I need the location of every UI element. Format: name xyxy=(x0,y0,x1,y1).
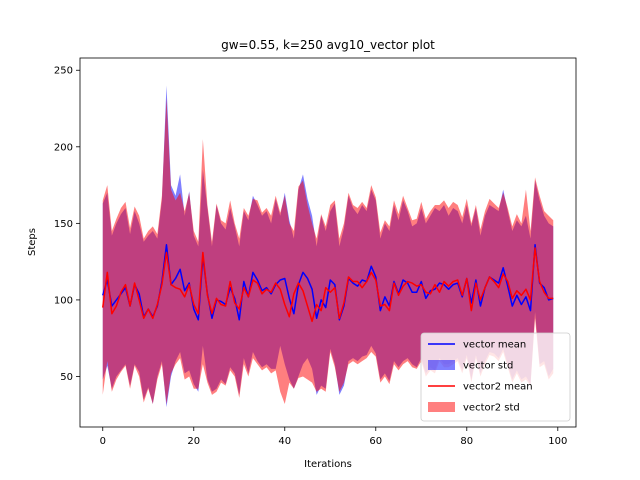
legend-swatch-vector-std xyxy=(428,360,455,370)
y-tick-label: 50 xyxy=(60,372,73,383)
x-axis: 0 20 40 60 80 100 xyxy=(100,427,567,447)
y-tick-label: 250 xyxy=(54,66,73,77)
legend-label-vector2-mean: vector2 mean xyxy=(463,382,533,393)
x-tick-label: 80 xyxy=(460,436,473,447)
legend-label-vector-std: vector std xyxy=(463,361,513,372)
x-tick-label: 60 xyxy=(369,436,382,447)
y-axis: 50 100 150 200 250 xyxy=(54,66,80,383)
legend: vector mean vector std vector2 mean vector2… xyxy=(420,332,571,422)
legend-label-vector-mean: vector mean xyxy=(463,340,526,351)
line-vector2-mean xyxy=(102,247,554,323)
band-vector2-std xyxy=(102,97,554,405)
x-tick-label: 100 xyxy=(548,436,567,447)
legend-box xyxy=(420,332,571,422)
x-tick-label: 0 xyxy=(100,436,106,447)
chart-title: gw=0.55, k=250 avg10_vector plot xyxy=(221,38,435,52)
legend-swatch-vector2-std xyxy=(428,402,455,412)
y-axis-label: Steps xyxy=(27,228,38,256)
x-tick-label: 40 xyxy=(278,436,291,447)
plot-frame xyxy=(79,57,577,428)
x-tick-label: 20 xyxy=(187,436,200,447)
y-tick-label: 200 xyxy=(54,142,73,153)
x-axis-label: Iterations xyxy=(304,459,352,470)
plot-area xyxy=(102,85,554,408)
y-tick-label: 150 xyxy=(54,219,73,230)
legend-label-vector2-std: vector2 std xyxy=(463,403,520,414)
y-tick-label: 100 xyxy=(54,295,73,306)
